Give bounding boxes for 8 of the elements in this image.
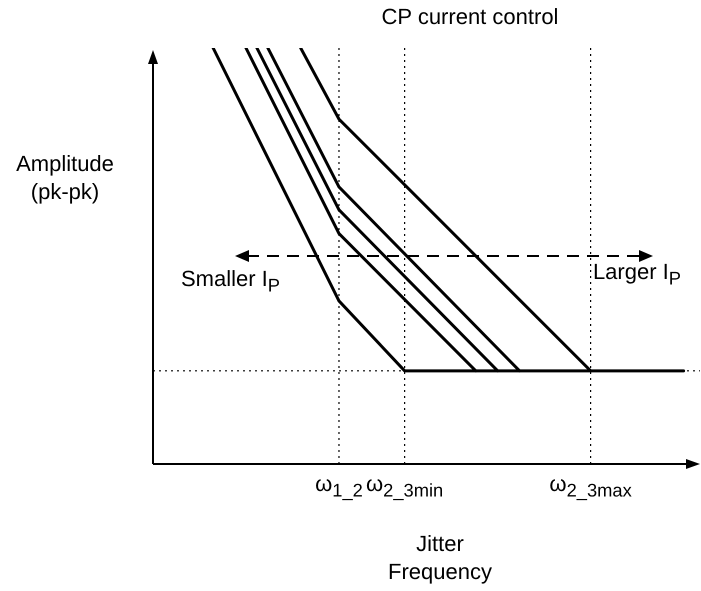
x-axis-title: Jitter Frequency xyxy=(387,530,493,586)
x-tick-label: ω$_{2_3min}$ xyxy=(366,470,444,502)
x-tick-label: ω$_{1_2}$ xyxy=(315,470,363,502)
annotation: Larger I$_{P}$ xyxy=(592,258,681,290)
x-tick-label: ω$_{2_3max}$ xyxy=(549,470,632,502)
annotation: Smaller I$_{P}$ xyxy=(181,265,280,298)
chart-title: CP current control xyxy=(380,3,560,31)
y-axis-title: Amplitude (pk-pk) xyxy=(15,150,115,206)
